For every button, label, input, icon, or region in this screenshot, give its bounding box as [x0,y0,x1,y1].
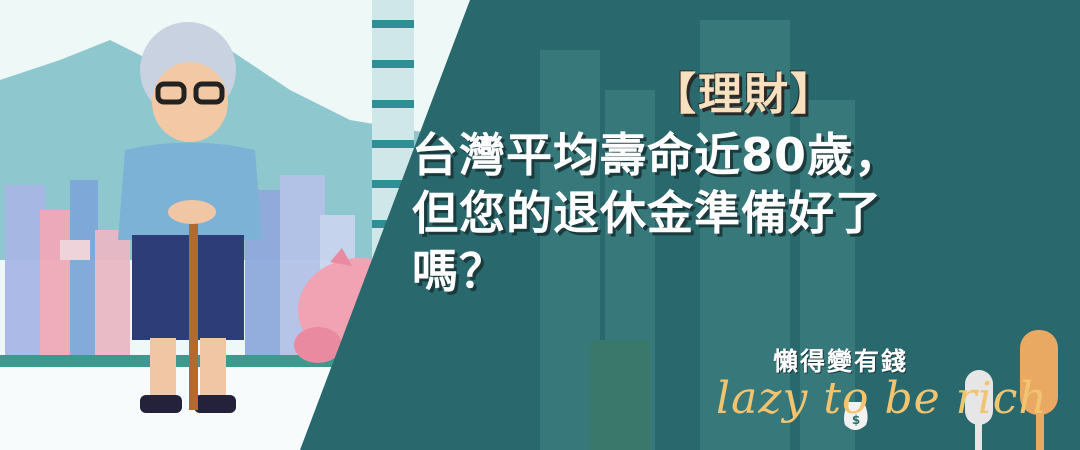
headline: 台灣平均壽命近80歲， 但您的退休金準備好了 嗎？ [412,126,1052,300]
money-bag-icon: $ [844,402,868,430]
brand-name-zh: 懶得變有錢 [773,347,909,376]
elderly-woman [118,22,262,413]
headline-line-3: 嗎？ [412,244,506,298]
headline-line-2: 但您的退休金準備好了 [412,186,882,240]
svg-text:$: $ [852,413,860,427]
microphone-icon [965,370,993,450]
brand-name-en: lazy to be rich [716,373,1048,424]
category-tag: 【理財】 [652,69,836,120]
headline-line-1: 台灣平均壽命近80歲， [412,128,902,182]
microphone-icon [1020,330,1058,450]
panel-background-buildings [540,20,855,450]
